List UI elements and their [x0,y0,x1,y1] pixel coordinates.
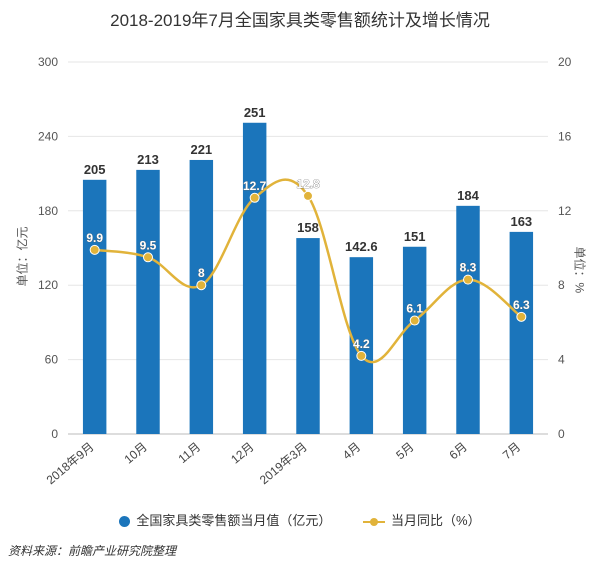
series-line [94,178,523,364]
bar-value-label: 184 [457,188,479,203]
line-point [516,311,527,322]
bar [509,231,534,434]
bar [82,179,107,434]
legend-bar-label: 全国家具类零售额当月值（亿元） [136,513,332,528]
y-tick-right: 16 [558,129,572,143]
bar [349,257,374,434]
bar-value-label: 142.6 [345,239,378,254]
y-tick-right: 12 [558,204,572,218]
bar-value-label: 151 [404,229,426,244]
line-point [356,350,367,361]
legend-item-bars: 全国家具类零售额当月值（亿元） [119,510,331,529]
line-point [196,280,207,291]
bar [456,205,480,434]
line-point [303,190,313,201]
line-value-label: 12.8 [296,177,320,191]
line-value-label: 6.1 [406,302,423,316]
line-value-label: 8 [198,266,205,280]
y-tick-left: 240 [38,129,58,143]
y-tick-left: 180 [38,204,58,218]
x-tick-label: 7月 [500,440,523,463]
x-tick-label: 6月 [447,440,470,463]
legend: 全国家具类零售额当月值（亿元） 当月同比（%） [0,510,600,529]
y-tick-left: 60 [45,353,59,367]
bar-value-label: 158 [297,220,319,235]
x-tick-label: 4月 [340,440,363,463]
bar-value-label: 163 [510,214,532,229]
x-tick-label: 2019年3月 [257,440,310,488]
bar [189,159,214,434]
legend-bar-marker [119,516,131,528]
legend-line-marker [363,517,386,526]
x-tick-label: 2018年9月 [44,440,97,488]
bar [296,238,320,434]
y-tick-right: 20 [558,55,572,69]
line-point [249,192,260,203]
line-value-label: 12.7 [243,179,267,193]
bar [136,169,160,434]
x-tick-label: 5月 [393,440,416,463]
chart-title: 2018-2019年7月全国家具类零售额统计及增长情况 [110,11,490,30]
y-tick-left: 300 [38,55,58,69]
bar-value-label: 251 [244,105,266,120]
line-point [463,274,473,285]
y-tick-left: 120 [38,278,58,292]
y-tick-left: 0 [51,427,58,441]
line-value-label: 4.2 [353,337,370,351]
line-value-label: 6.3 [513,298,530,312]
legend-item-line: 当月同比（%） [363,510,481,529]
x-tick-label: 10月 [122,440,150,467]
x-tick-label: 12月 [228,440,256,467]
line-value-label: 8.3 [460,261,477,275]
line-point [89,244,100,255]
y-tick-right: 4 [558,353,565,367]
bar-value-label: 213 [137,152,159,167]
line-point [409,315,420,326]
bar-value-label: 205 [84,162,106,177]
source-note: 资料来源：前瞻产业研究院整理 [8,544,177,558]
y-tick-right: 0 [558,427,565,441]
legend-line-label: 当月同比（%） [391,513,481,528]
x-tick-label: 11月 [176,440,204,466]
line-point [143,252,153,263]
bar [242,122,267,434]
bar-value-label: 221 [190,142,212,157]
line-value-label: 9.5 [140,238,157,252]
y-tick-right: 8 [558,278,565,292]
bar [402,246,427,434]
line-value-label: 9.9 [86,231,103,245]
